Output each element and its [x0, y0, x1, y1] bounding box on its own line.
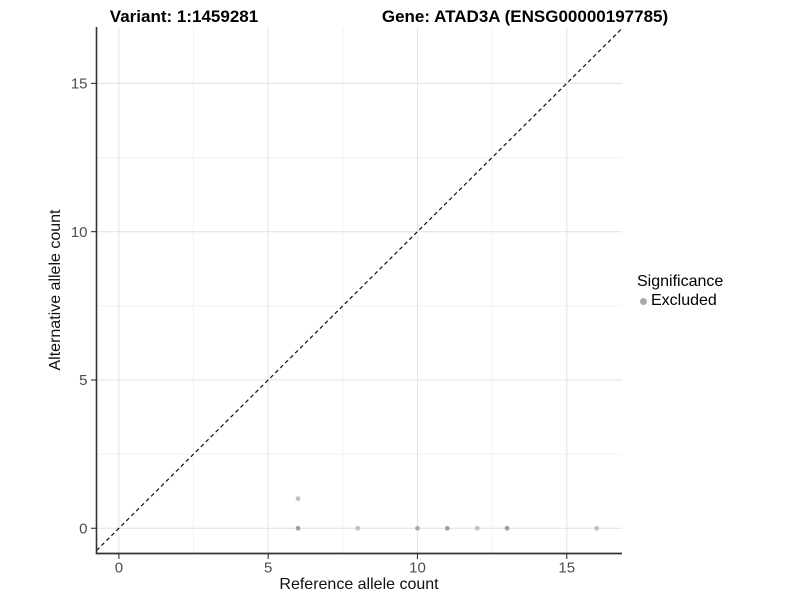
data-point — [444, 525, 450, 531]
data-point — [474, 525, 480, 531]
y-tick-label: 5 — [79, 372, 87, 389]
y-tick-label: 10 — [71, 224, 88, 241]
x-axis-title: Reference allele count — [279, 576, 439, 593]
legend-title: Significance — [637, 273, 724, 290]
y-tick-label: 15 — [71, 76, 88, 93]
variant-title: Variant: 1:1459281 — [109, 7, 259, 26]
legend-item-label: Excluded — [651, 292, 717, 309]
x-tick-label: 15 — [558, 560, 575, 577]
gene-title: Gene: ATAD3A (ENSG00000197785) — [381, 7, 669, 26]
identity-dashed-line — [96, 28, 623, 551]
data-point — [594, 525, 600, 531]
excluded-point-icon — [640, 297, 647, 305]
x-tick-label: 5 — [264, 560, 272, 577]
data-point — [415, 525, 420, 531]
legend: Significance Excluded — [637, 272, 723, 310]
legend-item-excluded: Excluded — [637, 292, 723, 310]
data-point — [295, 525, 301, 531]
data-point — [295, 496, 301, 502]
data-point — [504, 525, 510, 531]
x-tick-label: 10 — [409, 560, 426, 577]
x-tick-label: 0 — [115, 560, 123, 577]
y-tick-label: 0 — [79, 520, 87, 537]
data-point — [355, 525, 361, 531]
